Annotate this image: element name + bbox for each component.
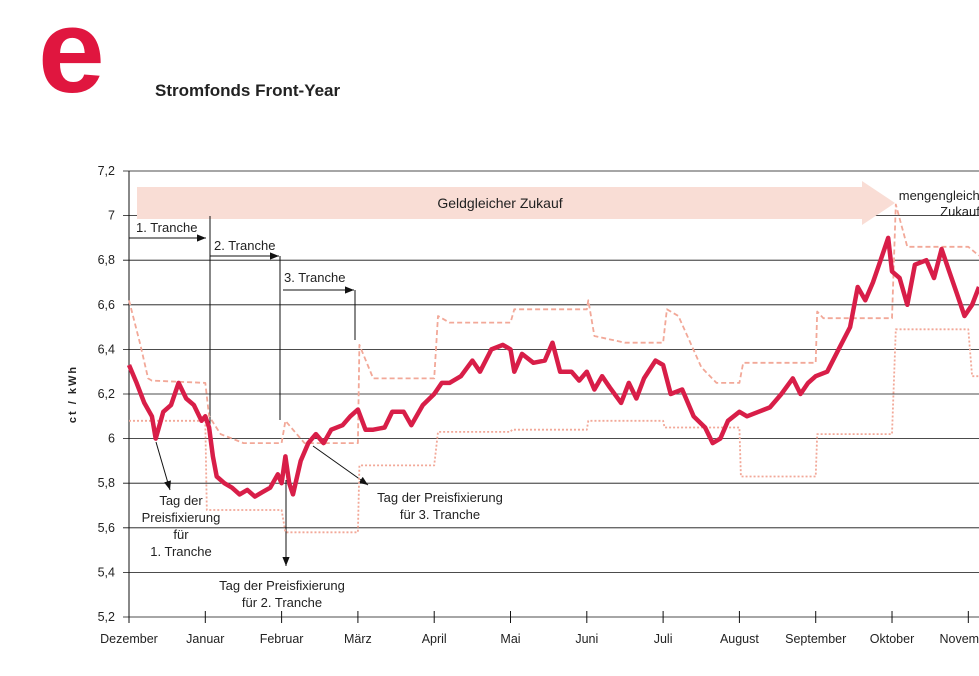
chart-title: Stromfonds Front-Year [155,81,341,100]
y-tick-label: 7,2 [98,164,115,178]
y-tick-label: 5,2 [98,610,115,624]
y-tick-label: 6 [108,432,115,446]
x-tick-label: Juli [654,632,673,646]
fix-note: Tag der Preisfixierung [377,490,503,505]
banner2-text: mengengleicher [899,188,979,203]
y-tick-label: 5,4 [98,565,115,579]
x-tick-label: Juni [575,632,598,646]
fix-note: Tag der Preisfixierung [219,578,345,593]
y-tick-label: 6,8 [98,253,115,267]
x-tick-label: September [785,632,846,646]
y-tick-label: 6,6 [98,298,115,312]
y-axis-label: ct / kWh [67,365,79,423]
banner2-text: Zukauf [940,204,979,219]
series-line [128,203,979,444]
x-tick-label: August [720,632,759,646]
x-tick-label: Dezember [100,632,158,646]
tranche-label: 2. Tranche [214,238,275,253]
tranche-label: 3. Tranche [284,270,345,285]
y-tick-label: 6,4 [98,342,115,356]
y-tick-label: 5,8 [98,476,115,490]
logo: e [38,0,105,118]
banner-arrow [137,181,895,225]
series-line [129,328,979,534]
banner-text: Geldgleicher Zukauf [437,195,562,211]
tranche-brackets [129,216,369,566]
series-line [126,235,979,499]
x-tick-label: November [939,632,979,646]
fix-note: für 3. Tranche [400,507,480,522]
x-tick-label: Februar [260,632,304,646]
x-tick-label: Oktober [870,632,914,646]
fix-note: Preisfixierung [142,510,221,525]
x-tick-label: Mai [500,632,520,646]
fix-note: für [173,527,189,542]
fix-note: für 2. Tranche [242,595,322,610]
y-tick-label: 7 [108,209,115,223]
x-tick-label: März [344,632,372,646]
fix-note: Tag der [159,493,203,508]
x-tick-label: April [422,632,447,646]
x-tick-label: Januar [186,632,224,646]
tranche-label: 1. Tranche [136,220,197,235]
y-tick-label: 5,6 [98,521,115,535]
fix-note: 1. Tranche [150,544,211,559]
y-tick-label: 6,2 [98,387,115,401]
